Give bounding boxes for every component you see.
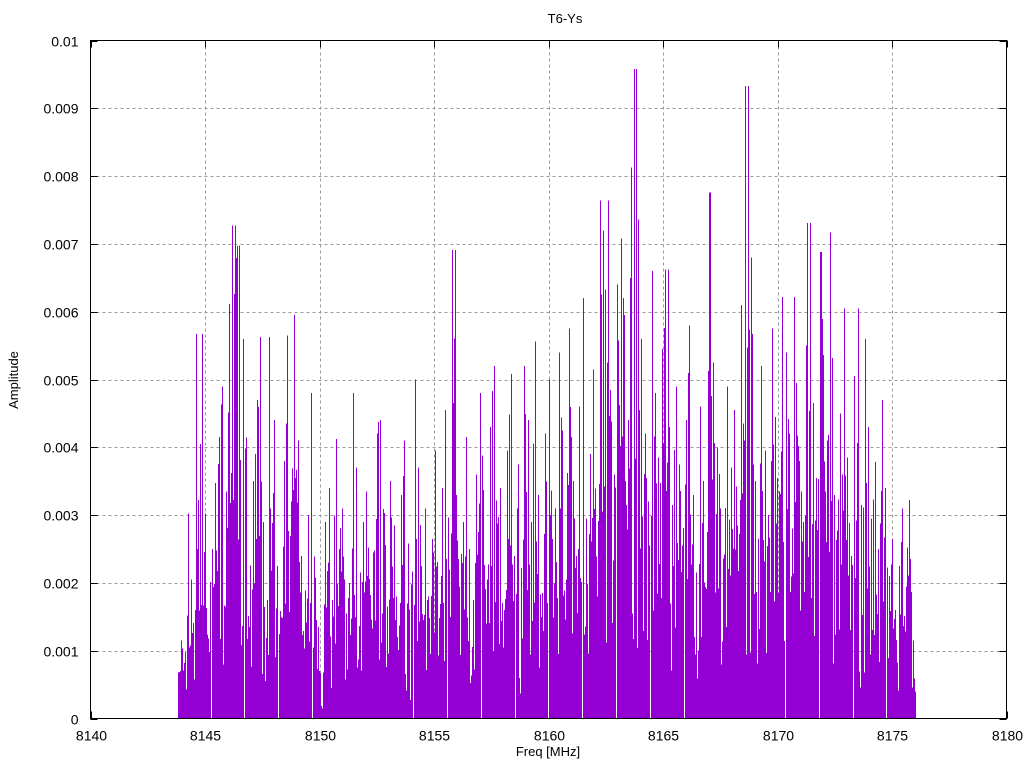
x-tick-label: 8170 bbox=[763, 728, 794, 744]
x-tick-label: 8155 bbox=[419, 728, 450, 744]
y-tick-label: 0.009 bbox=[43, 101, 78, 117]
x-tick-label: 8180 bbox=[992, 728, 1023, 744]
x-tick-label: 8140 bbox=[76, 728, 107, 744]
y-tick-label: 0.002 bbox=[43, 576, 78, 592]
y-tick-label: 0.007 bbox=[43, 237, 78, 253]
x-tick-label: 8145 bbox=[190, 728, 221, 744]
plot-frame bbox=[89, 39, 1008, 720]
x-tick-label: 8175 bbox=[877, 728, 908, 744]
y-axis-ticks: 0 0.001 0.002 0.003 0.004 0.005 0.006 0.007 0.00… bbox=[43, 34, 1007, 728]
y-tick-label: 0 bbox=[71, 712, 79, 728]
impulse-series bbox=[177, 68, 917, 719]
x-tick-label: 8165 bbox=[648, 728, 679, 744]
y-tick-label: 0.01 bbox=[51, 34, 78, 50]
y-tick-label: 0.008 bbox=[43, 169, 78, 185]
y-tick-label: 0.001 bbox=[43, 644, 78, 660]
y-tick-label: 0.003 bbox=[43, 508, 78, 524]
x-tick-label: 8150 bbox=[305, 728, 336, 744]
y-tick-label: 0.005 bbox=[43, 373, 78, 389]
y-tick-label: 0.004 bbox=[43, 440, 78, 456]
chart-title: T6-Ys bbox=[548, 11, 583, 26]
y-axis-label: Amplitude bbox=[6, 351, 21, 409]
y-tick-label: 0.006 bbox=[43, 305, 78, 321]
x-axis-label: Freq [MHz] bbox=[516, 744, 580, 759]
x-tick-label: 8160 bbox=[534, 728, 565, 744]
